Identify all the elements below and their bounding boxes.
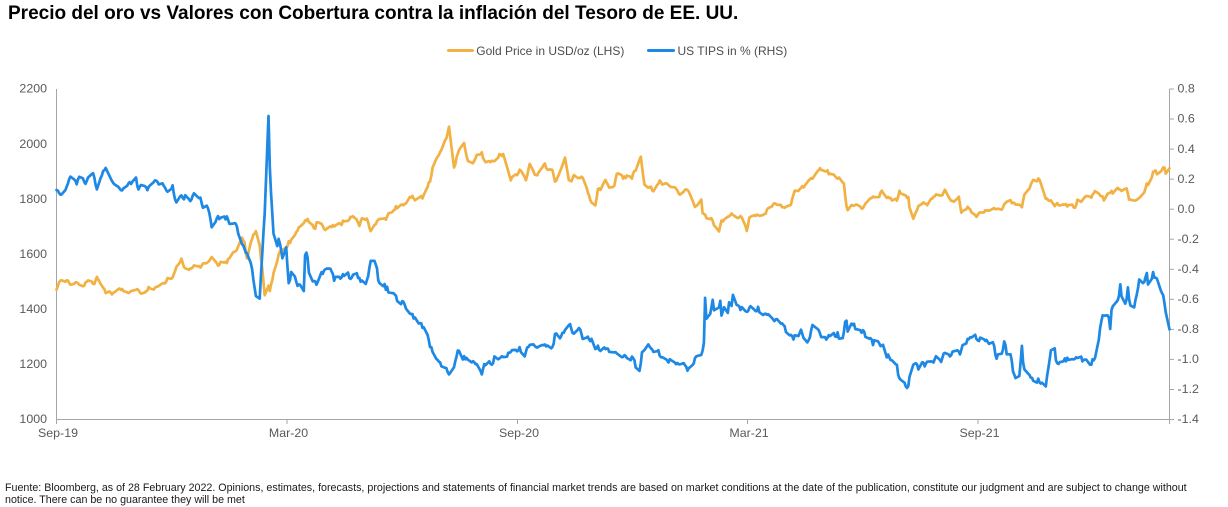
svg-text:-0.6: -0.6 <box>1178 292 1199 306</box>
svg-text:0.2: 0.2 <box>1178 172 1195 186</box>
svg-text:0.4: 0.4 <box>1178 142 1195 156</box>
svg-text:1000: 1000 <box>19 412 47 426</box>
svg-text:Sep-19: Sep-19 <box>38 426 78 440</box>
svg-text:Mar-20: Mar-20 <box>269 426 308 440</box>
svg-text:Sep-20: Sep-20 <box>499 426 539 440</box>
svg-text:0.6: 0.6 <box>1178 112 1195 126</box>
svg-text:Mar-21: Mar-21 <box>729 426 768 440</box>
svg-text:Sep-21: Sep-21 <box>960 426 1000 440</box>
svg-text:-0.8: -0.8 <box>1178 322 1199 336</box>
svg-text:1200: 1200 <box>19 357 47 371</box>
svg-text:-0.4: -0.4 <box>1178 262 1199 276</box>
svg-text:0.8: 0.8 <box>1178 82 1195 96</box>
svg-text:1400: 1400 <box>19 302 47 316</box>
svg-text:-1.2: -1.2 <box>1178 382 1199 396</box>
svg-text:-1.0: -1.0 <box>1178 352 1199 366</box>
svg-text:1800: 1800 <box>19 192 47 206</box>
svg-text:2000: 2000 <box>19 137 47 151</box>
svg-text:-1.4: -1.4 <box>1178 412 1199 426</box>
svg-text:0.0: 0.0 <box>1178 202 1195 216</box>
svg-text:-0.2: -0.2 <box>1178 232 1199 246</box>
svg-text:1600: 1600 <box>19 247 47 261</box>
svg-text:2200: 2200 <box>19 82 47 96</box>
